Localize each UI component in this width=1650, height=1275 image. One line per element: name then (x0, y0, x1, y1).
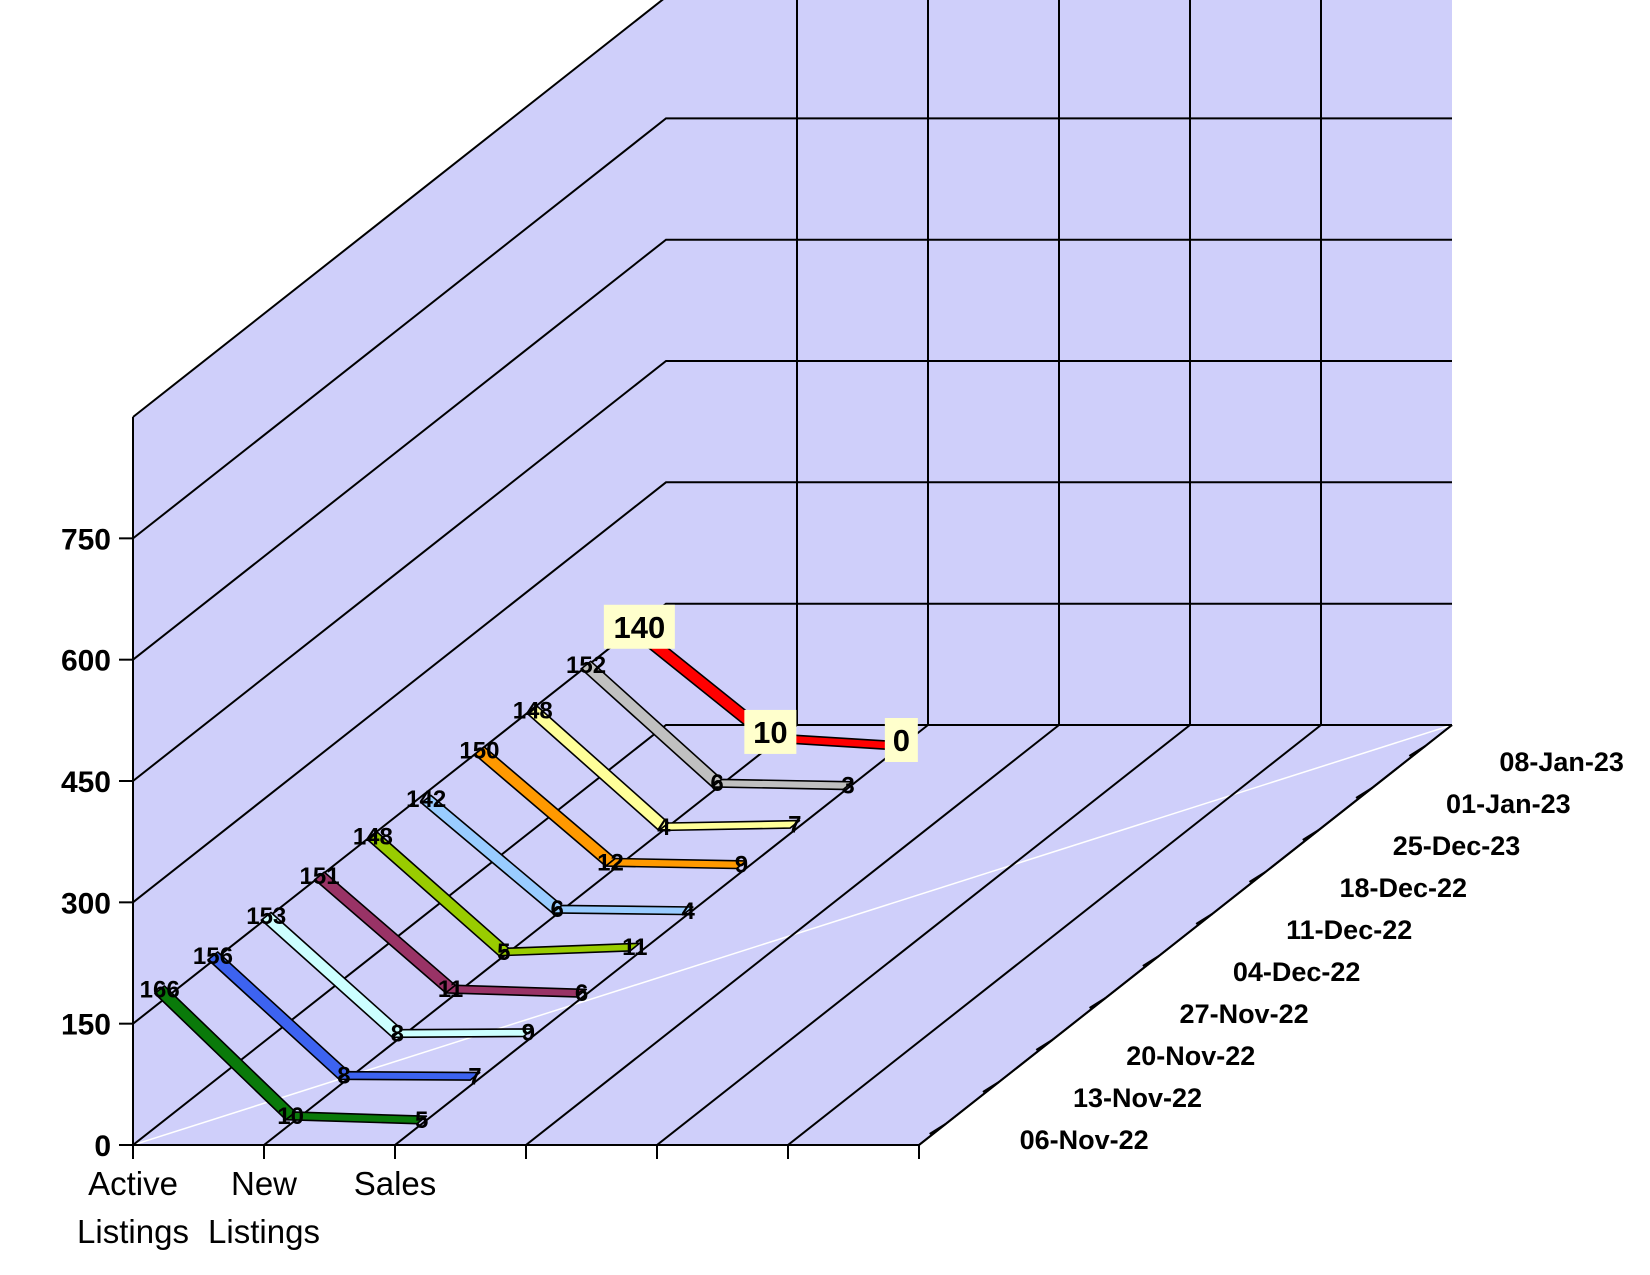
z-tick (1408, 745, 1426, 757)
x-category-label: Active Listings (77, 1165, 189, 1250)
chart-axes (119, 417, 1453, 1159)
data-label: 11 (438, 976, 463, 1003)
series-ribbon (154, 985, 428, 1125)
z-tick (1142, 955, 1160, 967)
x-category-label-line: Listings (77, 1213, 189, 1250)
data-label: 153 (246, 903, 286, 930)
data-label-box (884, 718, 918, 762)
left-wall (133, 0, 666, 1145)
x-axis-category-labels: Active Listings New Listings Sales (77, 1165, 436, 1250)
data-label: 5 (415, 1107, 428, 1134)
chart-data-labels: 166 10 5 156 8 7 153 8 9 151 11 6 148 5 11 142 6 4 150 12 9 1… (140, 604, 918, 1134)
ribbon-segment (285, 1111, 428, 1125)
x-category-label-line: Sales (354, 1165, 437, 1202)
data-label-box (603, 604, 675, 649)
x-category-label-line: Listings (208, 1213, 320, 1250)
ribbon-segment (498, 942, 641, 957)
data-label: 166 (140, 977, 180, 1004)
y-tick-label: 600 (61, 645, 111, 678)
z-tick (1248, 871, 1266, 883)
series-ribbon (367, 831, 641, 957)
chart-series (154, 628, 907, 1125)
z-axis-line (918, 724, 1453, 1146)
z-tick (1195, 913, 1213, 925)
z-tick (982, 1081, 1000, 1093)
data-label: 10 (277, 1103, 304, 1130)
y-tick-label: 300 (61, 887, 111, 920)
data-label: 151 (300, 863, 340, 890)
series-ribbon (313, 871, 588, 998)
data-label: 142 (406, 786, 446, 813)
series-ribbon (260, 911, 534, 1039)
series-axis-label: 11-Dec-22 (1286, 915, 1412, 945)
ribbon-segment (711, 778, 854, 791)
x-category-label-line: Active (88, 1165, 178, 1202)
series-axis-label: 04-Dec-22 (1233, 957, 1361, 987)
y-tick-label: 750 (61, 523, 111, 556)
series-axis-label: 18-Dec-22 (1339, 873, 1467, 903)
series-ribbon (527, 705, 801, 832)
x-category-label: New Listings (208, 1165, 320, 1250)
series-ribbon (580, 660, 854, 791)
series-axis-label: 06-Nov-22 (1020, 1125, 1149, 1155)
series-axis-labels: 06-Nov-22 13-Nov-22 20-Nov-22 27-Nov-22 04-D… (1020, 747, 1624, 1155)
z-tick (1355, 787, 1373, 799)
wall-top-edge (132, 0, 664, 418)
data-label: 7 (788, 811, 801, 838)
data-label: 4 (657, 814, 671, 841)
data-label: 156 (193, 943, 233, 970)
x-category-label: Sales (354, 1165, 437, 1202)
data-label: 8 (337, 1063, 350, 1090)
data-label: 152 (566, 652, 606, 679)
data-label: 12 (597, 849, 624, 876)
y-tick-label: 0 (94, 1130, 111, 1163)
data-label: 140 (613, 610, 665, 645)
data-label: 8 (391, 1021, 404, 1048)
data-label: 0 (893, 723, 910, 758)
ribbon-segment (551, 904, 694, 916)
series-axis-label: 01-Jan-23 (1446, 789, 1571, 819)
data-label-box (744, 709, 797, 754)
data-label: 5 (497, 939, 510, 966)
data-label: 6 (575, 980, 588, 1007)
z-tick (929, 1123, 947, 1135)
series-ribbon (420, 794, 694, 916)
data-label: 9 (735, 852, 748, 879)
z-tick (1089, 997, 1107, 1009)
data-label: 6 (550, 896, 563, 923)
series-axis-label: 25-Dec-23 (1393, 831, 1521, 861)
ribbon-segment (658, 819, 801, 832)
x-gridline-floor (656, 724, 1191, 1146)
ribbon-segment (604, 857, 748, 870)
series-axis-label: 08-Jan-23 (1499, 747, 1624, 777)
z-tick (1302, 829, 1320, 841)
z-tick (1035, 1039, 1053, 1051)
data-label: 10 (753, 715, 787, 750)
data-label: 3 (841, 773, 854, 800)
series-ribbon (473, 746, 748, 870)
series-axis-label: 27-Nov-22 (1180, 999, 1309, 1029)
ribbon-segment (444, 984, 588, 998)
series-axis-label: 20-Nov-22 (1126, 1041, 1255, 1071)
y-axis-tick-labels: 0 150 300 450 600 750 (61, 523, 111, 1163)
x-gridline-floor (525, 724, 1060, 1146)
ribbon-segment (391, 1028, 534, 1039)
data-label: 11 (622, 934, 647, 961)
data-label: 148 (513, 697, 553, 724)
series-ribbon (207, 951, 481, 1081)
data-label: 4 (681, 898, 695, 925)
data-label: 6 (710, 770, 723, 797)
data-label: 7 (468, 1063, 481, 1090)
ribbon-segment (338, 1070, 481, 1081)
y-tick-label: 450 (61, 766, 111, 799)
data-label: 150 (459, 738, 499, 765)
x-gridline-floor (394, 724, 929, 1146)
series-axis-label: 13-Nov-22 (1073, 1083, 1202, 1113)
y-tick-label: 150 (61, 1009, 111, 1042)
x-gridline-floor (787, 724, 1322, 1146)
x-category-label-line: New (231, 1165, 297, 1202)
data-label: 148 (353, 823, 393, 850)
data-label: 9 (522, 1020, 535, 1047)
